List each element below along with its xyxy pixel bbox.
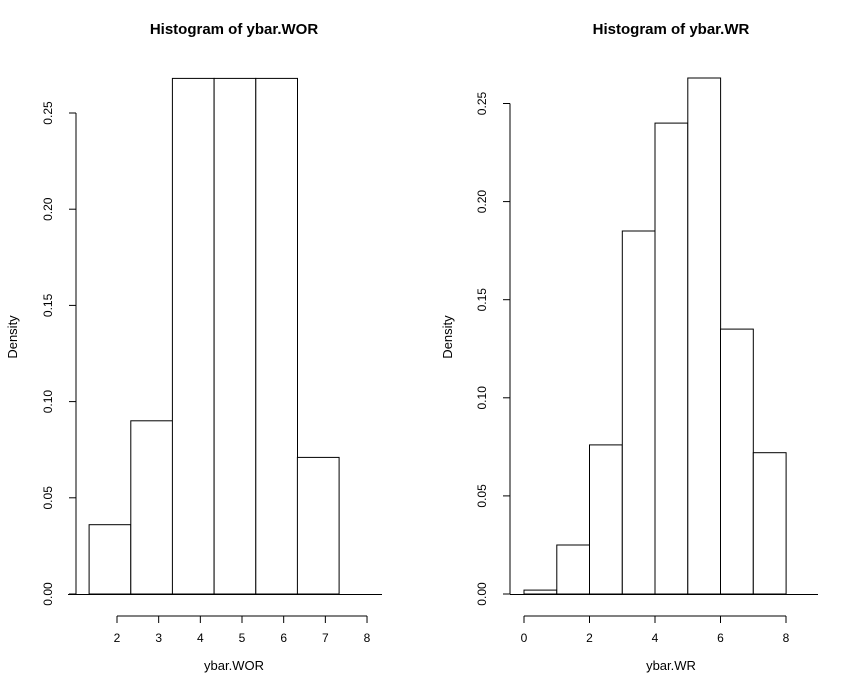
y-tick-label: 0.05 — [41, 486, 55, 510]
histogram-bar — [296, 456, 340, 595]
histogram-bar — [523, 589, 558, 595]
x-tick-label: 6 — [280, 631, 287, 645]
y-tick-label: 0.20 — [475, 190, 489, 214]
y-axis-label: Density — [440, 315, 455, 359]
y-tick-label: 0.10 — [41, 390, 55, 414]
x-tick-label: 4 — [197, 631, 204, 645]
histogram-bar — [88, 524, 132, 595]
histogram-bar — [621, 230, 656, 595]
x-tick-label: 2 — [586, 631, 593, 645]
x-tick-label: 2 — [114, 631, 121, 645]
histogram-bar — [687, 77, 722, 595]
y-tick-label: 0.15 — [41, 293, 55, 317]
y-tick-label: 0.20 — [41, 197, 55, 221]
x-tick-label: 8 — [364, 631, 371, 645]
x-axis-label: ybar.WR — [646, 658, 696, 673]
y-tick-label: 0.10 — [475, 386, 489, 410]
histogram-bar — [752, 452, 787, 595]
y-tick-label: 0.00 — [475, 582, 489, 606]
chart-title: Histogram of ybar.WR — [593, 21, 750, 38]
x-axis-label: ybar.WOR — [204, 658, 264, 673]
y-tick-label: 0.25 — [41, 101, 55, 125]
x-tick-label: 3 — [155, 631, 162, 645]
y-axis-label: Density — [5, 315, 20, 359]
x-tick-label: 6 — [717, 631, 724, 645]
y-tick-label: 0.25 — [475, 91, 489, 115]
x-tick-label: 5 — [239, 631, 246, 645]
y-tick-label: 0.00 — [41, 582, 55, 606]
histogram-bar — [720, 328, 754, 595]
x-tick-label: 0 — [521, 631, 528, 645]
histogram-bar — [130, 420, 174, 595]
histogram-bar — [213, 77, 257, 595]
histogram-bar — [589, 444, 623, 595]
histogram-bar — [654, 122, 689, 595]
x-tick-label: 4 — [652, 631, 659, 645]
histogram-bar — [255, 77, 299, 595]
x-tick-label: 7 — [322, 631, 329, 645]
y-tick-label: 0.05 — [475, 484, 489, 508]
y-tick-label: 0.15 — [475, 288, 489, 312]
x-tick-label: 8 — [783, 631, 790, 645]
histogram-bar — [171, 77, 215, 595]
histogram-bar — [556, 544, 591, 595]
chart-title: Histogram of ybar.WOR — [150, 21, 319, 38]
